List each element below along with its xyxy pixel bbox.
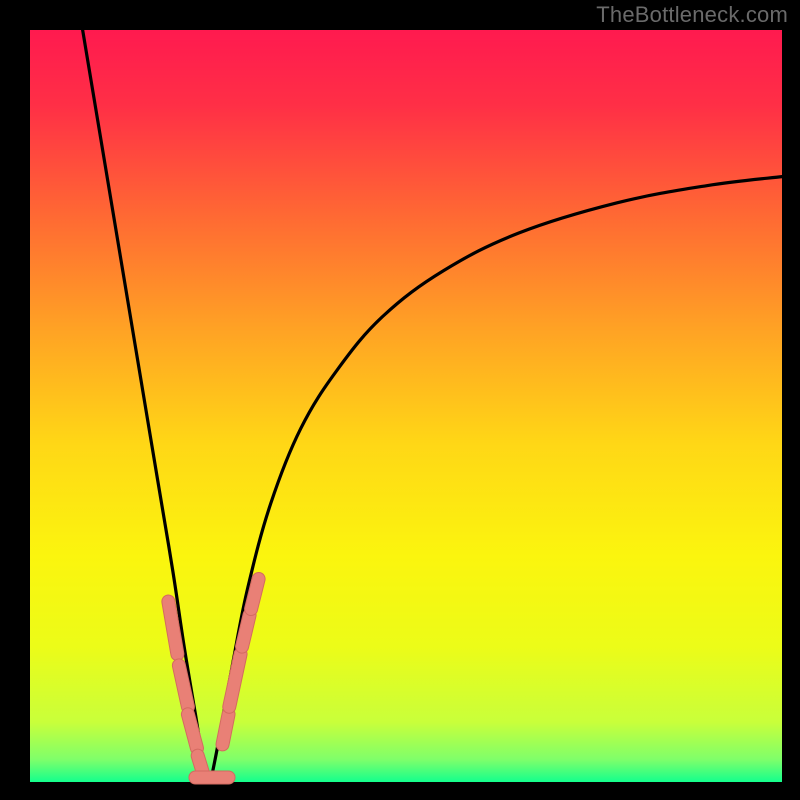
bead-segment	[229, 654, 240, 707]
bead-bar	[251, 579, 259, 609]
curve-left-branch	[83, 30, 211, 782]
bead-bar	[198, 756, 203, 773]
bead-segment	[168, 602, 177, 655]
bead-segment	[188, 714, 197, 748]
curve-layer	[30, 30, 782, 782]
bead-segment	[242, 615, 250, 647]
bead-cluster-group	[168, 579, 258, 778]
watermark-text: TheBottleneck.com	[596, 2, 788, 28]
bead-bar	[242, 615, 250, 647]
bead-segment	[223, 714, 229, 744]
bead-bar	[229, 654, 240, 707]
bead-segment	[251, 579, 259, 609]
plot-area	[30, 30, 782, 782]
bead-segment	[179, 665, 188, 706]
figure-root: TheBottleneck.com	[0, 0, 800, 800]
bead-bar	[223, 714, 229, 744]
bead-segment	[198, 756, 203, 773]
curve-right-branch	[210, 177, 782, 782]
